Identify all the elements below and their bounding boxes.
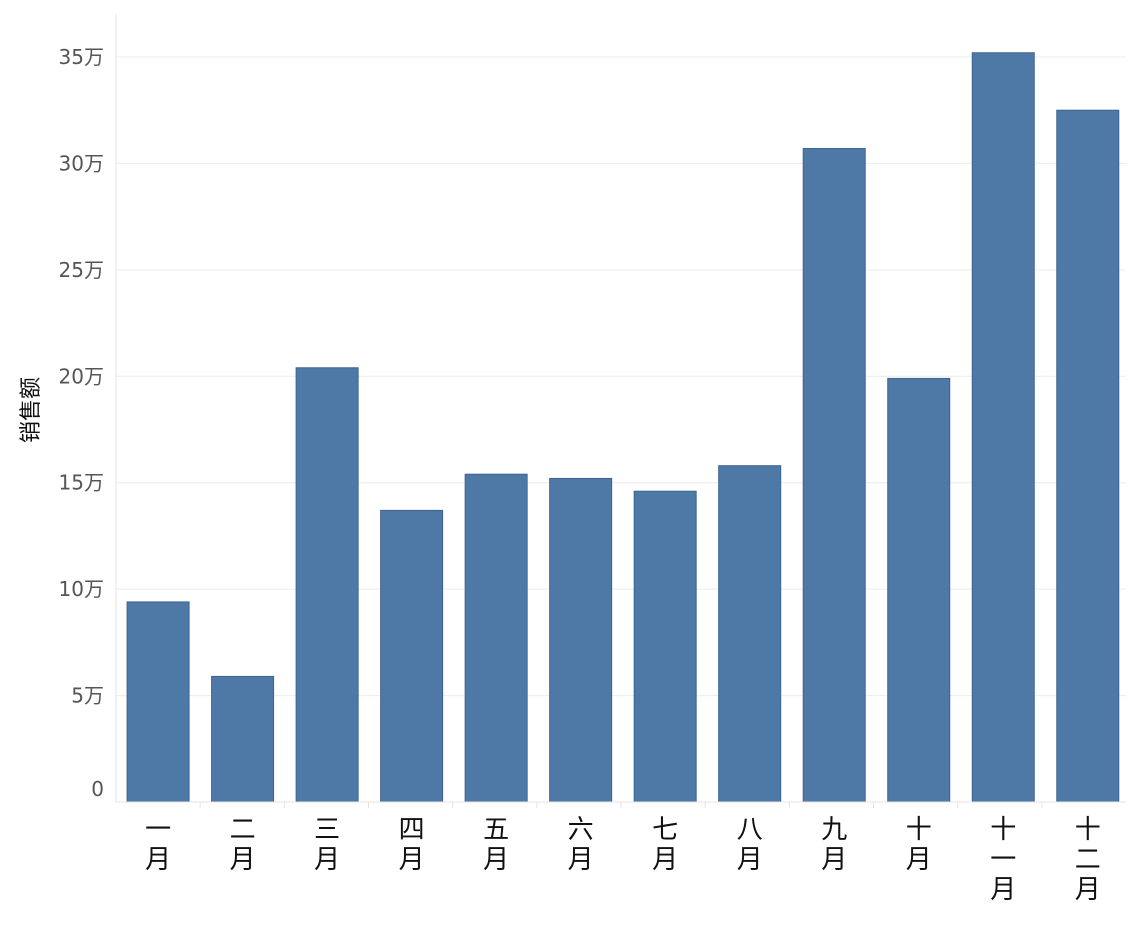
x-tick-label: 十一月 xyxy=(990,815,1016,905)
x-tick-label: 四月 xyxy=(399,815,425,875)
x-tick-label: 三月 xyxy=(314,815,340,875)
y-tick-label: 5万 xyxy=(71,684,104,708)
bar xyxy=(718,465,782,803)
bar xyxy=(887,377,951,803)
x-tick-label: 五月 xyxy=(483,815,509,875)
x-tick-label: 一月 xyxy=(145,815,171,875)
bar xyxy=(126,601,190,803)
bar xyxy=(464,473,528,803)
axis-layer: 05万10万15万20万25万30万35万一月二月三月四月五月六月七月八月九月十… xyxy=(59,14,1126,905)
y-tick-label: 30万 xyxy=(59,151,104,175)
x-tick-label: 六月 xyxy=(568,815,594,875)
bar xyxy=(633,490,697,803)
bar-layer xyxy=(126,52,1120,803)
bar xyxy=(1056,109,1120,803)
x-tick-label: 十二月 xyxy=(1075,815,1101,905)
x-tick-label: 七月 xyxy=(652,815,678,875)
y-axis-label: 销售额 xyxy=(19,377,44,443)
y-tick-label: 20万 xyxy=(59,364,104,388)
y-tick-label: 15万 xyxy=(59,471,104,495)
x-tick-label: 八月 xyxy=(737,815,763,875)
y-tick-label: 10万 xyxy=(59,577,104,601)
y-tick-label: 0 xyxy=(91,777,104,801)
y-tick-label: 35万 xyxy=(59,45,104,69)
bar xyxy=(971,52,1035,803)
bar xyxy=(380,509,444,803)
x-tick-label: 二月 xyxy=(230,815,256,875)
bar xyxy=(295,367,359,803)
bar xyxy=(549,477,613,803)
bar xyxy=(211,675,275,803)
bar xyxy=(802,148,866,803)
y-tick-label: 25万 xyxy=(59,258,104,282)
grid-layer xyxy=(116,56,1126,697)
x-tick-label: 九月 xyxy=(821,815,847,875)
x-tick-label: 十月 xyxy=(906,815,932,875)
